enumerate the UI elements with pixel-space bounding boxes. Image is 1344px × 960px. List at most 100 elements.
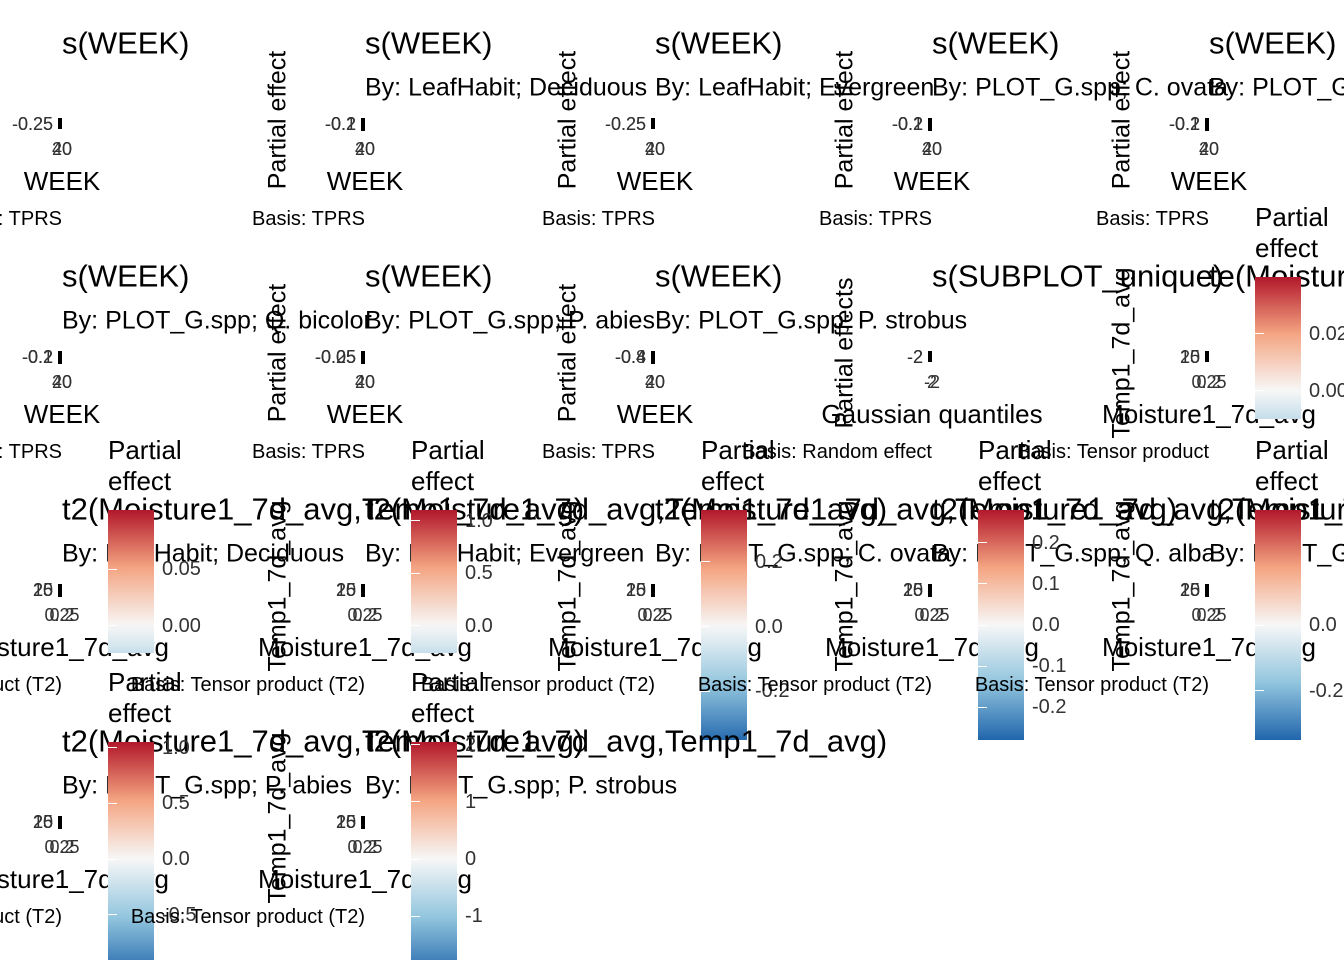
y-tick-mark bbox=[651, 588, 655, 597]
legend-tick-mark bbox=[411, 572, 420, 574]
x-tick-label: 0.2 bbox=[352, 837, 378, 857]
x-tick-label: 40 bbox=[644, 139, 666, 159]
x-tick-label: 0.25 bbox=[1191, 605, 1227, 625]
x-axis-label: WEEK bbox=[616, 166, 694, 196]
x-tick-label: 0.2 bbox=[49, 837, 75, 857]
legend-tick-mark bbox=[108, 568, 117, 570]
legend-tick-mark bbox=[1255, 390, 1264, 392]
y-tick-label: 15 bbox=[32, 812, 53, 832]
y-tick-label: 25 bbox=[1179, 580, 1200, 600]
legend-title: Partial effect bbox=[1255, 202, 1329, 263]
legend-tick-label: -1 bbox=[465, 905, 483, 928]
y-tick-mark bbox=[58, 120, 62, 129]
y-axis-label: Partial effect bbox=[553, 283, 582, 423]
legend-tick-mark bbox=[411, 520, 420, 521]
legend-tick-label: 1 bbox=[465, 790, 477, 813]
x-tick-label: 20 bbox=[354, 372, 376, 392]
panel-subtitle: By: PLOT_G.spp; Q. bicolor bbox=[62, 306, 372, 335]
y-tick-label: 25 bbox=[335, 812, 356, 832]
legend-tick-label: 0 bbox=[465, 848, 477, 870]
x-axis-label: Gaussian quantiles bbox=[821, 399, 1043, 429]
caption: Basis: Tensor product (T2) bbox=[130, 906, 365, 928]
y-tick-label: 0.2 bbox=[330, 114, 356, 134]
panel-title: s(WEEK) bbox=[62, 25, 190, 61]
y-tick-mark bbox=[58, 588, 62, 597]
y-tick-label: -0.05 bbox=[314, 347, 356, 367]
y-tick-label: -0.1 bbox=[324, 114, 356, 134]
panel-title: s(WEEK) bbox=[932, 25, 1060, 61]
legend-tick-label: 0.05 bbox=[162, 558, 201, 581]
x-axis-label: WEEK bbox=[23, 399, 101, 429]
legend-tick-mark bbox=[411, 744, 420, 746]
panel-subtitle: By: PLOT_G.spp; P. abies bbox=[365, 306, 655, 335]
y-tick-label: 25 bbox=[625, 580, 646, 600]
caption: Basis: TPRS bbox=[1096, 208, 1209, 230]
y-tick-mark bbox=[928, 353, 932, 362]
y-tick-label: 20 bbox=[32, 580, 53, 600]
y-tick-mark bbox=[1205, 122, 1209, 131]
legend-title: Partial effect bbox=[1255, 435, 1329, 496]
y-tick-label: -0.25 bbox=[314, 347, 356, 367]
x-tick-label: 20 bbox=[1198, 139, 1220, 159]
panel-title: s(WEEK) bbox=[655, 258, 783, 294]
legend-tick-label: 0.0 bbox=[1309, 614, 1337, 636]
y-tick-mark bbox=[651, 120, 655, 129]
legend-tick-mark bbox=[978, 542, 987, 544]
caption: Basis: TPRS bbox=[252, 441, 365, 463]
legend-colorbar bbox=[108, 510, 154, 653]
legend-tick-mark bbox=[1255, 333, 1264, 335]
caption: Basis: TPRS bbox=[0, 441, 62, 463]
x-axis-label: WEEK bbox=[616, 399, 694, 429]
y-tick-label: -0.1 bbox=[1168, 114, 1200, 134]
caption: Basis: Tensor product (T2) bbox=[130, 674, 365, 696]
x-tick-label: 0.25 bbox=[347, 837, 383, 857]
y-tick-label: -0.1 bbox=[891, 114, 923, 134]
x-tick-label: 0.2 bbox=[642, 605, 668, 625]
legend-tick-label: 0.0 bbox=[465, 614, 493, 637]
x-tick-label: 0.25 bbox=[914, 605, 950, 625]
y-tick-mark bbox=[1205, 353, 1209, 362]
x-tick-label: 40 bbox=[644, 372, 666, 392]
y-tick-label: 0.2 bbox=[27, 347, 53, 367]
caption: Basis: Tensor product (T2) bbox=[974, 674, 1209, 696]
y-tick-mark bbox=[361, 588, 365, 597]
caption: Basis: TPRS bbox=[0, 208, 62, 230]
x-tick-label: 0.25 bbox=[44, 837, 80, 857]
x-tick-label: 0.25 bbox=[637, 605, 673, 625]
y-tick-mark bbox=[928, 588, 932, 597]
caption: Basis: Tensor product (T2) bbox=[420, 674, 655, 696]
caption: Basis: Tensor product (T2) bbox=[0, 674, 62, 696]
legend-tick-label: -0.2 bbox=[1032, 696, 1067, 719]
x-axis-label: WEEK bbox=[326, 166, 404, 196]
legend-title: Partial effect bbox=[108, 667, 182, 728]
panel-title: s(WEEK) bbox=[1209, 25, 1337, 61]
y-tick-label: 20 bbox=[335, 580, 356, 600]
x-tick-label: 40 bbox=[51, 139, 73, 159]
x-tick-label: 0.25 bbox=[1191, 372, 1227, 392]
x-tick-label: 40 bbox=[354, 372, 376, 392]
legend-tick-mark bbox=[411, 858, 420, 860]
panel-subtitle: By: LeafHabit; Evergreen bbox=[655, 73, 935, 102]
y-tick-label: 15 bbox=[335, 580, 356, 600]
legend-title: Partial effect bbox=[978, 435, 1052, 496]
x-tick-label: 2 bbox=[926, 372, 938, 392]
y-tick-label: 0.05 bbox=[320, 347, 356, 367]
x-tick-label: 20 bbox=[644, 139, 666, 159]
y-tick-label: 20 bbox=[1179, 580, 1200, 600]
legend-tick-label: 0.0 bbox=[162, 848, 190, 870]
x-tick-label: 0.2 bbox=[1196, 372, 1222, 392]
legend-title: Partial effect bbox=[701, 435, 775, 496]
panel-subtitle: By: PLOT_G.spp; C. ovata bbox=[932, 73, 1228, 102]
x-tick-label: 0.2 bbox=[919, 605, 945, 625]
caption: Basis: TPRS bbox=[819, 208, 932, 230]
y-tick-label: 25 bbox=[32, 580, 53, 600]
y-tick-label: 20 bbox=[32, 812, 53, 832]
y-tick-mark bbox=[651, 355, 655, 364]
legend-title: Partial effect bbox=[108, 435, 182, 496]
x-tick-label: 0.25 bbox=[347, 605, 383, 625]
y-tick-label: 15 bbox=[32, 580, 53, 600]
legend-title: Partial effect bbox=[411, 667, 485, 728]
y-tick-label: -0.1 bbox=[21, 347, 53, 367]
x-tick-label: 20 bbox=[644, 372, 666, 392]
